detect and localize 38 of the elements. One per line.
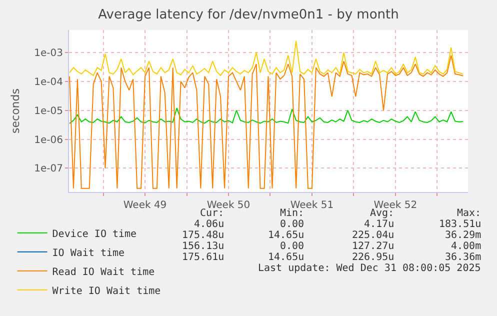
legend-label: IO Wait time bbox=[52, 248, 125, 259]
legend-label: Read IO Wait time bbox=[52, 266, 155, 278]
text: 183.51u bbox=[439, 219, 482, 230]
legend-label: Write IO Wait time bbox=[52, 286, 161, 297]
text: 36.29m bbox=[445, 230, 482, 241]
text: 156.13u bbox=[182, 241, 224, 252]
y-tick-label: 1e-06 bbox=[34, 134, 63, 146]
y-tick-label: 1e-05 bbox=[34, 106, 63, 117]
x-tick-label: Week 49 bbox=[123, 200, 167, 211]
text: 127.27u bbox=[352, 241, 394, 252]
text: 175.61u bbox=[182, 252, 224, 263]
text: Avg: bbox=[370, 208, 394, 219]
x-tick-label: Week 51 bbox=[290, 200, 334, 211]
text: 225.04u bbox=[352, 230, 394, 241]
text: 4.06u bbox=[194, 219, 224, 230]
text: Min: bbox=[280, 208, 304, 219]
text: Last update: Wed Dec 31 08:00:05 2025 bbox=[258, 263, 481, 274]
x-tick-label: Week 50 bbox=[206, 200, 250, 211]
text: Max: bbox=[457, 208, 482, 219]
line-series bbox=[69, 40, 464, 76]
y-tick-label: 1e-04 bbox=[34, 76, 63, 88]
text: 0.00 bbox=[280, 241, 304, 252]
text: 226.95u bbox=[352, 252, 394, 263]
text: 14.65u bbox=[268, 252, 304, 263]
text: Cur: bbox=[200, 208, 224, 219]
text: 4.17u bbox=[364, 219, 394, 230]
y-tick-label: 1e-03 bbox=[34, 48, 63, 59]
text: 175.48u bbox=[182, 230, 224, 241]
y-axis-title: seconds bbox=[8, 88, 22, 134]
chart-title: Average latency for /dev/nvme0n1 - by month bbox=[98, 8, 399, 23]
text: 4.00m bbox=[451, 241, 482, 252]
text: 0.00 bbox=[280, 219, 304, 230]
line-series bbox=[69, 108, 464, 124]
text: 14.65u bbox=[268, 230, 304, 241]
legend-label: Device IO time bbox=[52, 228, 137, 240]
line-series bbox=[69, 54, 464, 189]
text: 36.36m bbox=[445, 252, 482, 263]
y-tick-label: 1e-07 bbox=[34, 164, 63, 175]
